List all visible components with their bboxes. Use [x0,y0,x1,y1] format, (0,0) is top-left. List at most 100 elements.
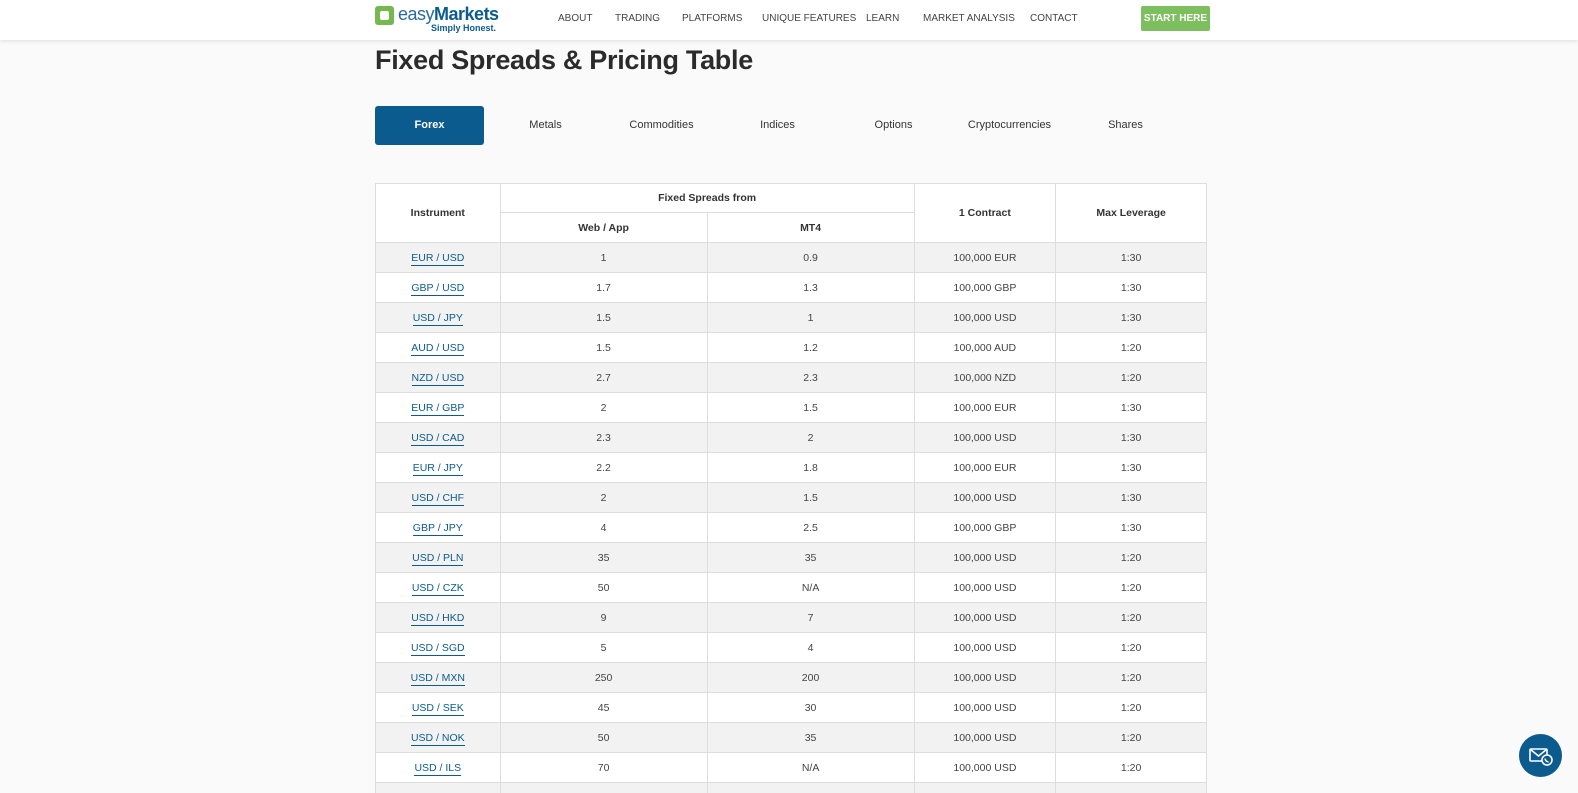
leverage-cell: 1:20 [1055,752,1207,783]
instrument-tabs: Forex Metals Commodities Indices Options Cryp… [375,106,1207,145]
table-row: GBP / USD 1.7 1.3 100,000 GBP 1:30 [375,272,1207,303]
instrument-cell: USD / SGD [375,632,501,663]
table-row: USD / PLN 35 35 100,000 USD 1:20 [375,542,1207,573]
pricing-table-body: EUR / USD 1 0.9 100,000 EUR 1:30 GBP / USD 1.7… [375,242,1207,793]
page-title: Fixed Spreads & Pricing Table [375,45,753,75]
nav-trading[interactable]: TRADING [615,13,660,24]
tab-indices[interactable]: Indices [760,119,795,131]
tab-commodities[interactable]: Commodities [629,119,694,131]
site-header: easyMarkets Simply Honest. ABOUT TRADING P… [0,0,1578,40]
instrument-link[interactable]: USD / SGD [410,641,465,656]
logo-tagline: Simply Honest. [431,23,497,33]
table-row: EUR / GBP 2 1.5 100,000 EUR 1:30 [375,392,1207,423]
instrument-link[interactable]: USD / CAD [411,431,465,446]
instrument-link[interactable]: USD / JPY [412,311,463,326]
instrument-link[interactable]: EUR / JPY [412,461,463,476]
contract-cell: 100,000 AUD [913,332,1057,363]
header-max-leverage: Max Leverage [1055,183,1207,243]
pricing-table: Instrument Fixed Spreads from 1 Contract… [375,183,1207,793]
header-mt4: MT4 [706,212,915,243]
instrument-link[interactable]: USD / MXN [410,671,465,686]
web-app-spread-cell: 9 [499,602,708,633]
instrument-cell: AUD / USD [375,332,501,363]
mt4-spread-cell: 1.2 [706,332,915,363]
contract-cell: 100,000 EUR [913,242,1057,273]
leverage-cell: 1:20 [1055,572,1207,603]
leverage-cell: 1:30 [1055,512,1207,543]
contract-cell: 100,000 USD [913,722,1057,753]
mt4-spread-cell: N/A [706,572,915,603]
mt4-spread-cell: 2 [706,422,915,453]
nav-platforms[interactable]: PLATFORMS [682,13,743,24]
instrument-cell: USD / ILS [375,752,501,783]
web-app-spread-cell: 70 [499,752,708,783]
tab-metals[interactable]: Metals [529,119,562,131]
instrument-link[interactable]: USD / ILS [414,761,462,776]
mt4-spread-cell: N/A [706,752,915,783]
mt4-spread-cell: 4 [706,632,915,663]
instrument-cell: EUR / USD [375,242,501,273]
table-row: USD / SEK 45 30 100,000 USD 1:20 [375,692,1207,723]
leverage-cell: 1:20 [1055,662,1207,693]
instrument-link[interactable]: EUR / USD [411,251,465,266]
instrument-link[interactable]: USD / PLN [412,551,464,566]
nav-contact[interactable]: CONTACT [1030,13,1078,24]
table-row: AUD / USD 1.5 1.2 100,000 AUD 1:20 [375,332,1207,363]
table-row: NZD / USD 2.7 2.3 100,000 NZD 1:20 [375,362,1207,393]
tab-forex[interactable]: Forex [375,106,484,145]
tab-options[interactable]: Options [874,119,913,131]
nav-about[interactable]: ABOUT [558,13,593,24]
leverage-cell: 1:20 [1055,332,1207,363]
instrument-link[interactable]: USD / HKD [411,611,465,626]
web-app-spread-cell: 50 [499,572,708,603]
nav-market-analysis[interactable]: MARKET ANALYSIS [923,13,1015,24]
contract-cell: 100,000 USD [913,632,1057,663]
instrument-link[interactable]: AUD / USD [411,341,465,356]
instrument-link[interactable]: USD / SEK [411,701,464,716]
table-row: USD / SGD 5 4 100,000 USD 1:20 [375,632,1207,663]
logo[interactable]: easyMarkets Simply Honest. [375,4,500,35]
contract-cell: 100,000 USD [913,662,1057,693]
tab-shares[interactable]: Shares [1108,119,1143,131]
header-fixed-spreads: Fixed Spreads from [499,183,915,213]
contact-chat-button[interactable] [1519,734,1562,777]
mt4-spread-cell: 7 [706,602,915,633]
instrument-link[interactable]: NZD / USD [411,371,465,386]
table-row: USD / ILS 70 N/A 100,000 USD 1:20 [375,752,1207,783]
header-contract: 1 Contract [913,183,1057,243]
mt4-spread-cell: 1.5 [706,392,915,423]
instrument-link[interactable]: USD / CZK [411,581,464,596]
mt4-spread-cell: 2.5 [706,512,915,543]
contract-cell: 100,000 USD [913,572,1057,603]
header-web-app: Web / App [499,212,708,243]
contract-cell: 100,000 USD [913,692,1057,723]
instrument-link[interactable]: USD / NOK [410,731,465,746]
leverage-cell: 1:30 [1055,272,1207,303]
contract-cell: 100,000 USD [913,602,1057,633]
mt4-spread-cell: 2.3 [706,362,915,393]
leverage-cell: 1:20 [1055,362,1207,393]
instrument-link[interactable]: EUR / GBP [411,401,465,416]
nav-learn[interactable]: LEARN [866,13,900,24]
instrument-cell: USD / JPY [375,302,501,333]
table-row: USD / NOK 50 35 100,000 USD 1:20 [375,722,1207,753]
contract-cell: 100,000 EUR [913,452,1057,483]
instrument-cell: EUR / JPY [375,452,501,483]
instrument-link[interactable]: GBP / USD [411,281,465,296]
table-row: EUR / JPY 2.2 1.8 100,000 EUR 1:30 [375,452,1207,483]
mt4-spread-cell: 1 [706,302,915,333]
table-row: GBP / JPY 4 2.5 100,000 GBP 1:30 [375,512,1207,543]
nav-unique-features[interactable]: UNIQUE FEATURES [762,13,857,24]
instrument-cell: USD / PLN [375,542,501,573]
instrument-link[interactable]: GBP / JPY [412,521,463,536]
tab-cryptocurrencies[interactable]: Cryptocurrencies [967,119,1052,131]
start-here-button[interactable]: START HERE [1141,6,1210,31]
contract-cell: 100,000 USD [913,422,1057,453]
web-app-spread-cell [499,782,708,793]
leverage-cell: 1:20 [1055,722,1207,753]
instrument-link[interactable]: USD / CHF [411,491,465,506]
web-app-spread-cell: 35 [499,542,708,573]
mt4-spread-cell: 200 [706,662,915,693]
contract-cell: 100,000 USD [913,542,1057,573]
contract-cell: 100,000 EUR [913,392,1057,423]
